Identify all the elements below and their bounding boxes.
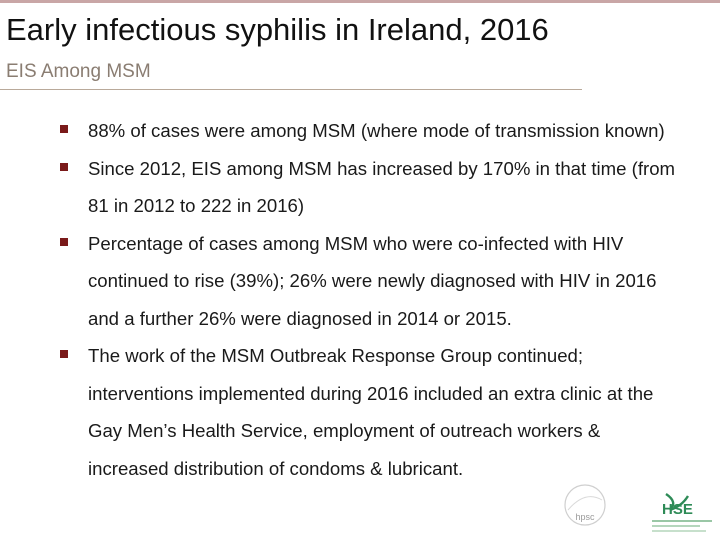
bullet-list: 88% of cases were among MSM (where mode … [60,112,680,487]
bullet-text: The work of the MSM Outbreak Response Gr… [88,345,654,479]
subtitle-divider [0,89,582,90]
square-bullet-icon [60,162,68,171]
hse-logo-text: HSE [662,501,693,518]
hse-logo-icon: HSE [652,493,712,532]
slide-title: Early infectious syphilis in Ireland, 20… [6,12,549,47]
hpsc-logo-icon: hpsc [564,484,606,526]
bullet-item: Percentage of cases among MSM who were c… [60,225,680,338]
bullet-item: 88% of cases were among MSM (where mode … [60,112,680,150]
square-bullet-icon [60,237,68,246]
bullet-item: Since 2012, EIS among MSM has increased … [60,150,680,225]
square-bullet-icon [60,125,68,133]
bullet-text: Percentage of cases among MSM who were c… [88,232,657,329]
bullet-text: 88% of cases were among MSM (where mode … [88,120,665,141]
top-rule [0,0,720,3]
bullet-item: The work of the MSM Outbreak Response Gr… [60,337,680,487]
square-bullet-icon [60,350,68,358]
hpsc-logo-text: hpsc [575,512,595,522]
slide-subtitle: EIS Among MSM [6,61,151,82]
bullet-text: Since 2012, EIS among MSM has increased … [88,157,676,217]
